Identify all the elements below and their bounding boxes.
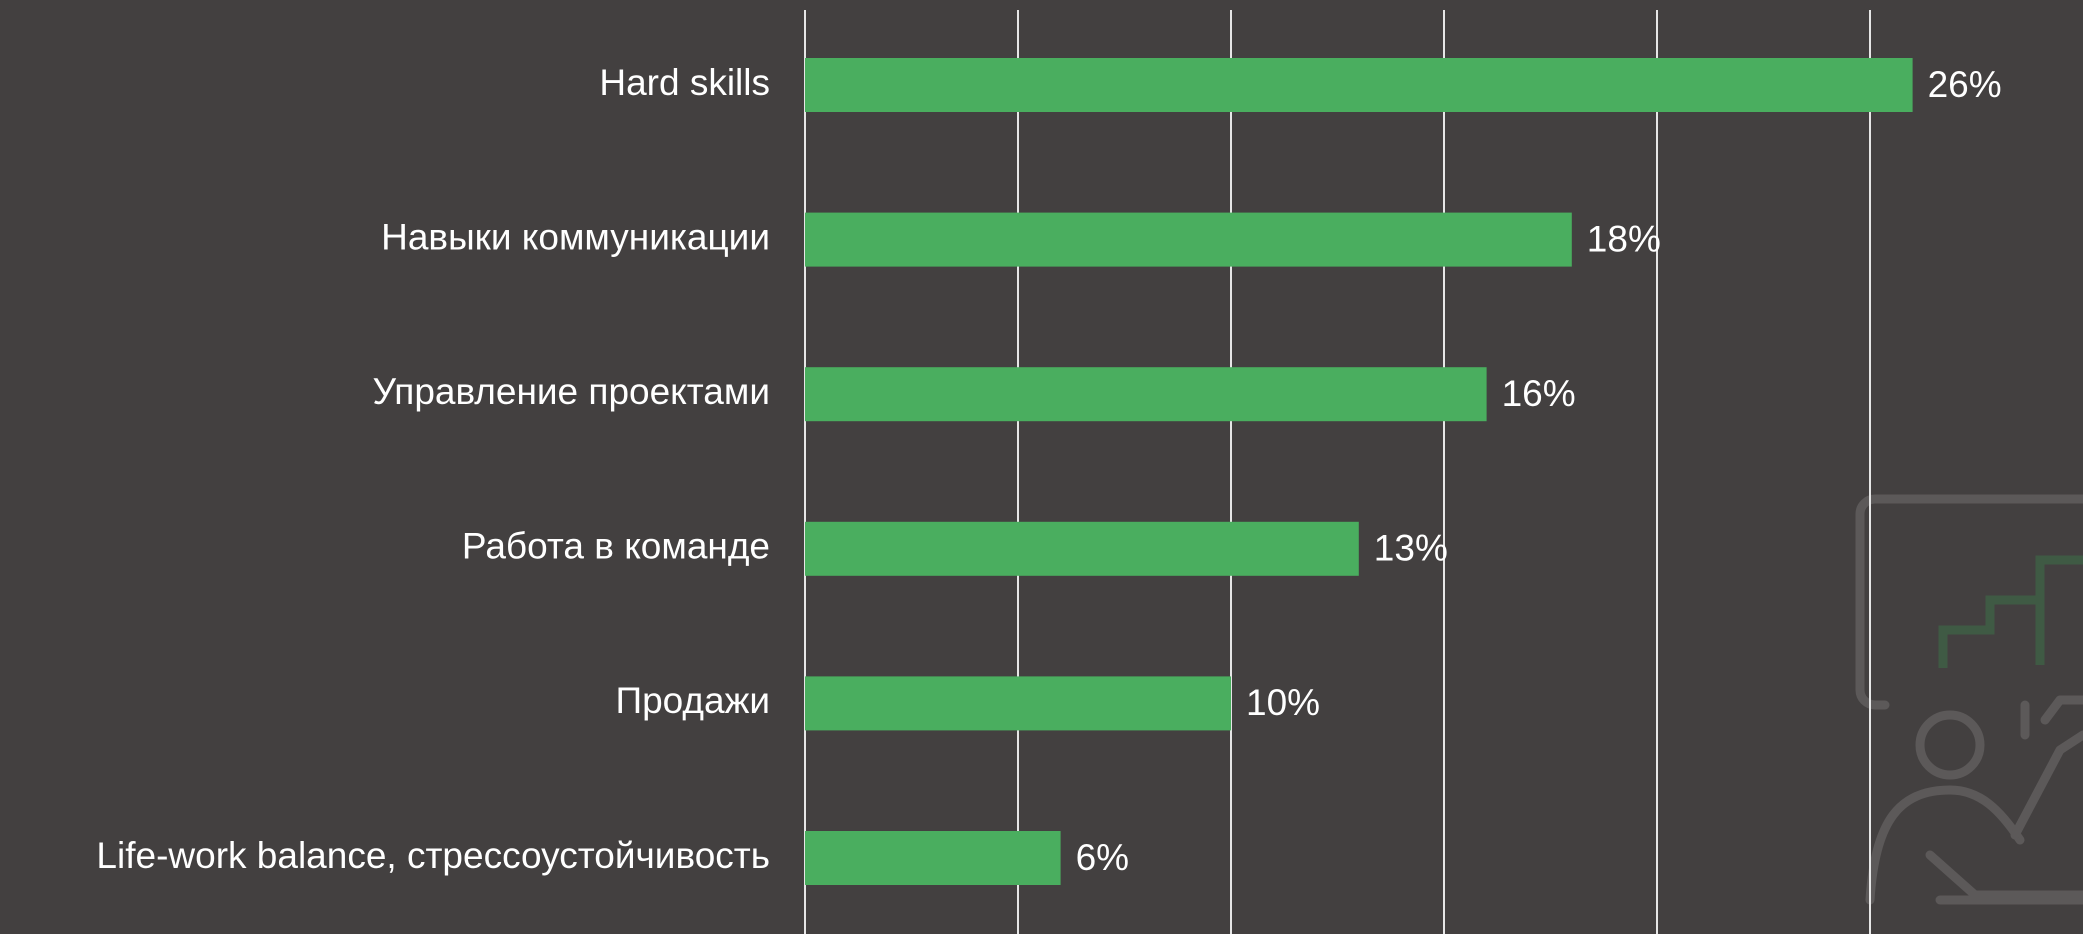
bar xyxy=(805,831,1061,885)
bar xyxy=(805,367,1487,421)
value-label: 16% xyxy=(1502,373,1576,414)
value-label: 18% xyxy=(1587,218,1661,259)
category-label: Hard skills xyxy=(599,62,770,103)
page: Hard skills 26% Навыки коммуникации 18% Упра… xyxy=(0,0,2083,934)
category-label: Навыки коммуникации xyxy=(381,216,770,257)
chart: Hard skills 26% Навыки коммуникации 18% Упра… xyxy=(0,0,2083,934)
category-label: Продажи xyxy=(615,680,770,721)
value-label: 10% xyxy=(1246,682,1320,723)
bar xyxy=(805,213,1572,267)
category-label: Работа в команде xyxy=(462,526,770,567)
bar xyxy=(805,522,1359,576)
category-label: Управление проектами xyxy=(372,371,770,412)
category-label: Life-work balance, стрессоустойчивость xyxy=(96,835,770,876)
value-label: 26% xyxy=(1928,64,2002,105)
value-label: 6% xyxy=(1076,837,1129,878)
bar xyxy=(805,58,1913,112)
background xyxy=(0,0,2083,934)
value-label: 13% xyxy=(1374,528,1448,569)
bar xyxy=(805,676,1231,730)
